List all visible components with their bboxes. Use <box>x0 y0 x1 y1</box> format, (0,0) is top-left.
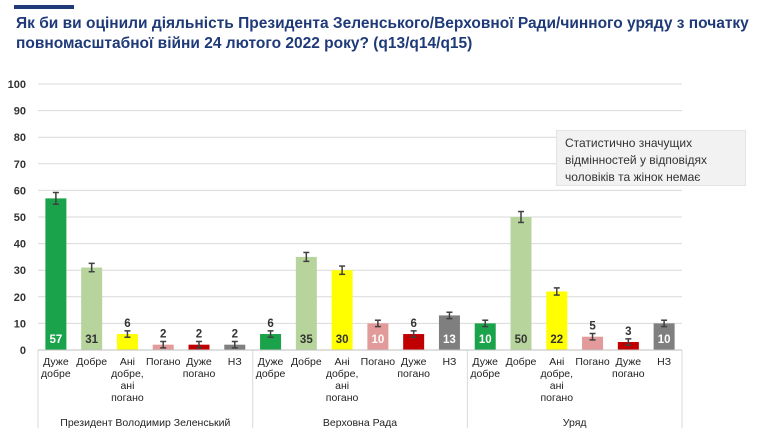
y-tick-label: 30 <box>14 265 26 277</box>
bar <box>474 323 496 350</box>
y-tick-label: 40 <box>14 239 26 251</box>
value-label: 35 <box>300 334 313 346</box>
value-label: 30 <box>336 334 349 346</box>
category-label: Дуже добре <box>470 356 500 380</box>
y-tick-label: 10 <box>14 318 26 330</box>
value-label: 6 <box>410 318 416 330</box>
bar <box>403 334 425 350</box>
note-box: Статистично значущих відмінностей у відп… <box>556 130 746 186</box>
category-label: Дуже добре <box>41 356 71 380</box>
value-label: 10 <box>479 334 492 346</box>
category-label: Добре <box>76 356 107 368</box>
value-label: 22 <box>550 334 563 346</box>
group-label: Уряд <box>563 417 587 429</box>
value-label: 3 <box>625 326 631 338</box>
bar <box>438 315 460 350</box>
value-label: 10 <box>371 334 384 346</box>
bar <box>367 323 389 350</box>
bar <box>653 323 675 350</box>
category-label: Погано <box>361 356 396 368</box>
value-label: 6 <box>267 318 273 330</box>
category-label: Ані добре, ані погано <box>326 356 359 404</box>
bar <box>81 267 103 350</box>
category-label: Дуже погано <box>183 356 216 380</box>
category-label: Ані добре, ані погано <box>540 356 573 404</box>
category-label: НЗ <box>442 356 456 368</box>
bar <box>546 291 568 350</box>
y-tick-label: 0 <box>20 345 26 357</box>
value-label: 6 <box>124 318 130 330</box>
bar <box>295 256 317 350</box>
y-tick-label: 90 <box>14 106 26 118</box>
y-tick-label: 80 <box>14 132 26 144</box>
category-label: Добре <box>506 356 537 368</box>
bar <box>582 336 604 350</box>
bar <box>510 217 532 350</box>
y-tick-label: 60 <box>14 185 26 197</box>
category-label: НЗ <box>657 356 671 368</box>
value-label: 31 <box>85 334 98 346</box>
value-label: 57 <box>49 334 62 346</box>
y-tick-label: 70 <box>14 159 26 171</box>
bar <box>331 270 353 350</box>
y-tick-label: 50 <box>14 212 26 224</box>
value-label: 2 <box>196 328 202 340</box>
bar <box>617 342 639 350</box>
value-label: 2 <box>232 328 238 340</box>
category-label: Дуже погано <box>397 356 430 380</box>
category-label: Дуже добре <box>256 356 286 380</box>
value-label: 50 <box>515 334 528 346</box>
value-label: 13 <box>443 334 456 346</box>
group-label: Верховна Рада <box>323 417 397 429</box>
bar <box>116 334 138 350</box>
chart-title: Як би ви оцінили діяльність Президента З… <box>16 15 749 52</box>
value-label: 5 <box>589 321 596 333</box>
category-label: Погано <box>575 356 610 368</box>
bar <box>45 198 67 350</box>
y-tick-label: 20 <box>14 292 26 304</box>
category-label: Погано <box>146 356 181 368</box>
category-label: Добре <box>291 356 322 368</box>
category-label: НЗ <box>228 356 242 368</box>
category-label: Дуже погано <box>612 356 645 380</box>
group-label: Президент Володимир Зеленський <box>60 417 230 429</box>
bar <box>260 334 282 350</box>
value-label: 10 <box>658 334 671 346</box>
y-tick-label: 100 <box>8 79 26 91</box>
value-label: 2 <box>160 328 166 340</box>
title-accent-bar <box>14 5 74 9</box>
category-label: Ані добре, ані погано <box>111 356 144 404</box>
